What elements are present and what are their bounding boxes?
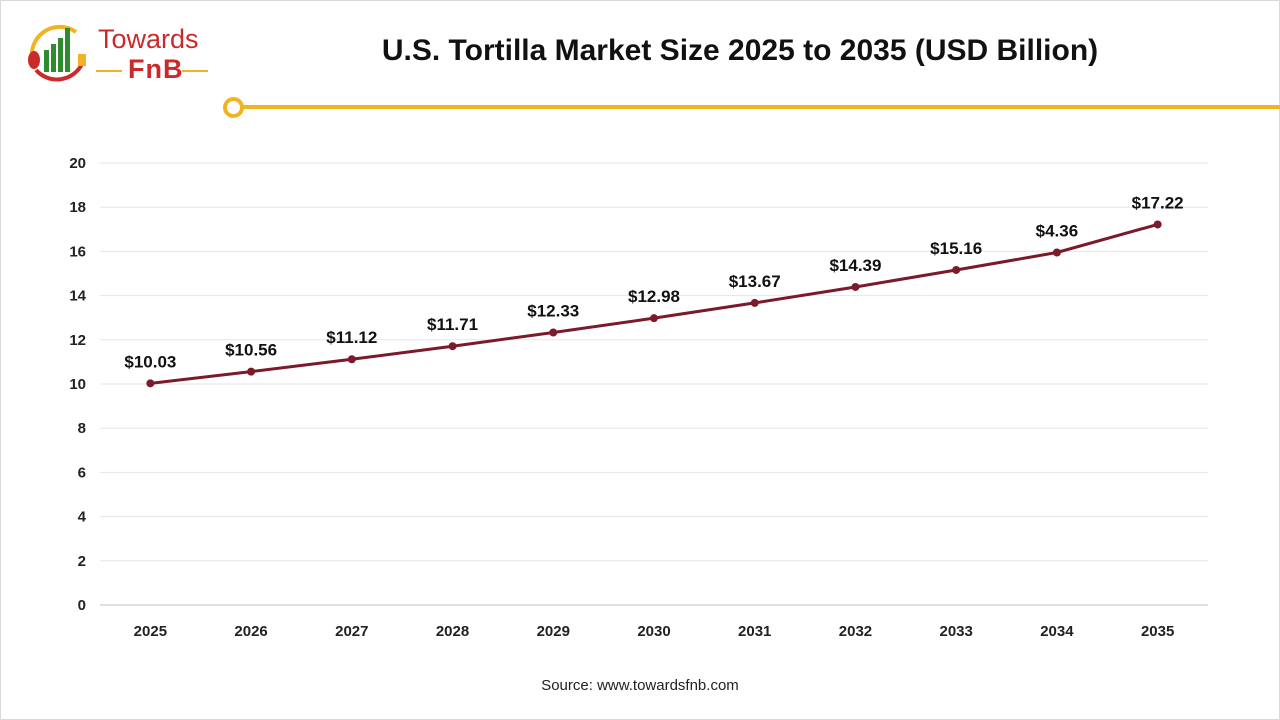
data-point bbox=[650, 314, 658, 323]
data-label: $11.12 bbox=[326, 328, 377, 347]
x-tick-label: 2031 bbox=[738, 623, 771, 640]
logo-text-fnb: FnB bbox=[128, 54, 184, 84]
data-point bbox=[448, 342, 457, 351]
y-tick-label: 10 bbox=[69, 376, 86, 393]
data-point bbox=[750, 298, 759, 307]
y-tick-label: 4 bbox=[78, 509, 87, 526]
data-label: $12.98 bbox=[628, 287, 680, 306]
data-label: $15.16 bbox=[930, 239, 982, 258]
x-tick-label: 2029 bbox=[537, 623, 570, 640]
logo: Towards FnB bbox=[24, 18, 224, 88]
data-label: $13.67 bbox=[729, 272, 781, 291]
data-label: $4.36 bbox=[1036, 222, 1079, 241]
y-tick-label: 14 bbox=[69, 288, 86, 305]
y-tick-label: 0 bbox=[78, 597, 86, 614]
logo-divider bbox=[96, 70, 122, 72]
data-point bbox=[247, 367, 256, 376]
y-tick-label: 12 bbox=[69, 332, 86, 349]
data-point bbox=[1052, 248, 1061, 257]
data-point bbox=[146, 379, 155, 388]
data-label: $10.03 bbox=[124, 352, 176, 371]
x-tick-label: 2030 bbox=[637, 623, 670, 640]
x-tick-label: 2034 bbox=[1040, 623, 1074, 640]
data-point bbox=[1153, 220, 1162, 229]
chart-title: U.S. Tortilla Market Size 2025 to 2035 (… bbox=[381, 34, 1099, 67]
data-label: $17.22 bbox=[1132, 193, 1184, 212]
title-rule bbox=[242, 105, 1280, 109]
x-tick-label: 2035 bbox=[1141, 623, 1174, 640]
y-tick-label: 8 bbox=[78, 420, 86, 437]
data-label: $14.39 bbox=[829, 256, 881, 275]
data-point bbox=[347, 355, 356, 364]
data-label: $10.56 bbox=[225, 341, 277, 360]
x-tick-label: 2025 bbox=[134, 623, 167, 640]
y-tick-label: 16 bbox=[69, 243, 86, 260]
x-tick-label: 2032 bbox=[839, 623, 872, 640]
y-tick-label: 2 bbox=[78, 553, 86, 570]
x-tick-label: 2026 bbox=[234, 623, 267, 640]
y-tick-label: 6 bbox=[78, 464, 86, 481]
y-tick-label: 20 bbox=[69, 155, 86, 172]
y-tick-label: 18 bbox=[69, 199, 86, 216]
source-note: Source: www.towardsfnb.com bbox=[541, 677, 739, 694]
logo-divider bbox=[182, 70, 208, 72]
x-tick-label: 2027 bbox=[335, 623, 368, 640]
logo-text-towards: Towards bbox=[98, 24, 199, 54]
data-label: $11.71 bbox=[427, 315, 478, 334]
data-point bbox=[952, 265, 961, 274]
logo-icon bbox=[28, 24, 86, 82]
x-tick-label: 2033 bbox=[939, 623, 972, 640]
x-tick-label: 2028 bbox=[436, 623, 469, 640]
data-point bbox=[549, 328, 558, 337]
data-point bbox=[851, 282, 860, 291]
title-rule-ring bbox=[223, 97, 244, 118]
data-label: $12.33 bbox=[527, 302, 579, 321]
